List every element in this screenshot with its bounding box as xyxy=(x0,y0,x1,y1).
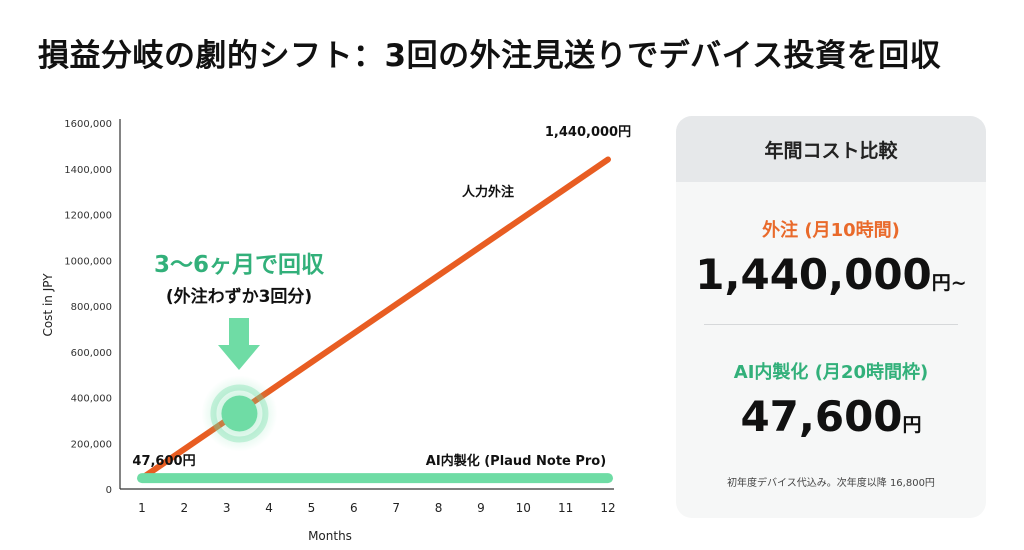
breakeven-ring xyxy=(210,384,269,443)
cost-chart: 1600,0001400,0001200,0001000,000800,0006… xyxy=(41,119,631,543)
cost-comparison-card: 年間コスト比較 外注 (月10時間) 1,440,000円~ AI内製化 (月2… xyxy=(676,116,986,518)
outsource-value: 1,440,000円~ xyxy=(676,250,986,299)
breakeven-title: 3〜6ヶ月で回収 xyxy=(154,252,325,278)
y-tick-label: 0 xyxy=(106,485,112,496)
x-tick-label: 6 xyxy=(350,501,358,515)
series-label-ai: AI内製化 (Plaud Note Pro) xyxy=(426,453,606,469)
start-value-label: 47,600円 xyxy=(132,454,195,469)
y-tick-label: 200,000 xyxy=(71,439,112,450)
x-tick-label: 9 xyxy=(477,501,485,515)
x-tick-label: 8 xyxy=(435,501,443,515)
down-arrow-icon xyxy=(218,318,260,370)
x-axis-label: Months xyxy=(308,529,352,543)
x-tick-label: 5 xyxy=(308,501,316,515)
breakeven-marker xyxy=(221,395,258,432)
end-value-label: 1,440,000円 xyxy=(545,125,631,140)
x-tick-label: 1 xyxy=(138,501,146,515)
x-tick-label: 10 xyxy=(516,501,531,515)
y-axis-label: Cost in JPY xyxy=(41,273,55,337)
page-title: 損益分岐の劇的シフト：3回の外注見送りでデバイス投資を回収 xyxy=(38,38,942,74)
ai-value: 47,600円 xyxy=(676,392,986,441)
card-divider xyxy=(704,324,958,325)
y-tick-label: 400,000 xyxy=(71,394,112,405)
ai-unit: 円 xyxy=(902,414,922,436)
y-tick-label: 1600,000 xyxy=(64,119,112,130)
x-tick-label: 4 xyxy=(265,501,273,515)
series-label-outsource: 人力外注 xyxy=(462,184,514,200)
outsource-label: 外注 (月10時間) xyxy=(762,220,900,241)
y-tick-label: 800,000 xyxy=(71,302,112,313)
outsource-amount: 1,440,000 xyxy=(695,250,932,299)
y-tick-label: 600,000 xyxy=(71,348,112,359)
x-tick-label: 2 xyxy=(181,501,189,515)
y-tick-label: 1400,000 xyxy=(64,165,112,176)
card-note: 初年度デバイス代込み。次年度以降 16,800円 xyxy=(727,478,935,489)
breakeven-subtitle: (外注わずか3回分) xyxy=(166,286,312,307)
x-tick-label: 7 xyxy=(392,501,400,515)
card-header: 年間コスト比較 xyxy=(676,116,986,182)
y-tick-label: 1200,000 xyxy=(64,211,112,222)
x-tick-label: 11 xyxy=(558,501,573,515)
ai-label: AI内製化 (月20時間枠) xyxy=(733,362,929,383)
x-tick-label: 3 xyxy=(223,501,231,515)
y-tick-label: 1000,000 xyxy=(64,256,112,267)
x-tick-label: 12 xyxy=(600,501,615,515)
outsource-unit: 円~ xyxy=(931,272,967,294)
ai-amount: 47,600 xyxy=(740,392,903,441)
